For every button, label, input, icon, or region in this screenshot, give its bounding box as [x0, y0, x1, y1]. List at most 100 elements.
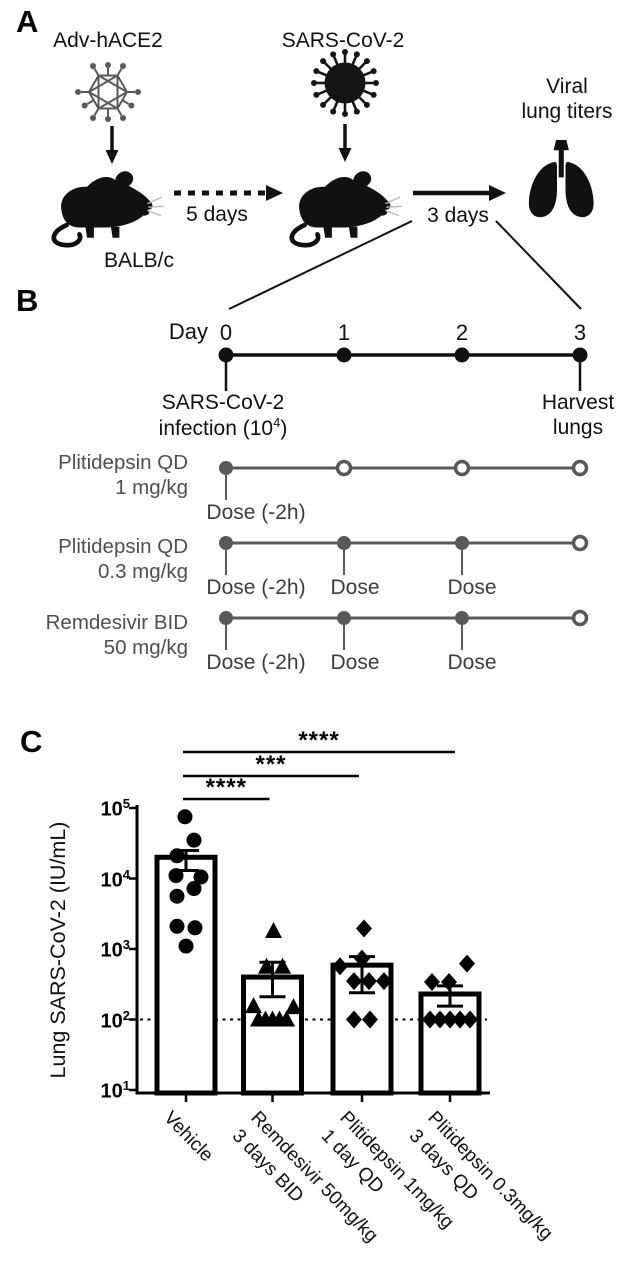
day-number-1: 1 — [337, 320, 351, 345]
dose-label: Dose (-2h) — [206, 651, 306, 674]
spike-tip — [313, 91, 320, 98]
data-point-diamond — [356, 919, 372, 938]
y-tick-exponent: 5 — [122, 796, 130, 811]
spike-tip — [370, 68, 377, 75]
fiber-knob — [135, 89, 141, 95]
significance-stars: **** — [298, 727, 340, 754]
row-label-plitidepsin-03mg-line1: Plitidepsin QD — [58, 535, 188, 558]
spike — [332, 100, 339, 110]
day-axis-label: Day — [168, 319, 208, 344]
y-tick-exponent: 3 — [122, 937, 130, 952]
y-axis-title: Lung SARS-CoV-2 (IU/mL) — [45, 821, 70, 1079]
day-number-2: 2 — [455, 320, 469, 345]
y-tick-exponent: 2 — [122, 1007, 130, 1023]
dashed-arrow-5-days-icon — [174, 185, 283, 201]
infection-label-line2: infection (104) — [158, 415, 288, 440]
dosing-timeline-graphics — [218, 347, 589, 650]
data-point-diamond — [346, 972, 362, 991]
spike — [323, 96, 332, 105]
adv-hace2-label: Adv-hACE2 — [53, 29, 163, 52]
harvest-label-line1: Harvest — [541, 391, 615, 414]
spike-tip — [353, 108, 360, 115]
fiber — [116, 68, 123, 77]
significance-stars: *** — [255, 751, 287, 778]
data-point-triangle — [274, 957, 291, 974]
harvest-label-line2: lungs — [552, 416, 604, 439]
data-point-diamond — [432, 1010, 448, 1029]
dose-marker-open — [571, 459, 589, 477]
data-point-diamond — [354, 949, 370, 968]
spike-tip — [342, 111, 348, 117]
data-point-diamond — [462, 1010, 478, 1029]
dose-label: Dose — [447, 651, 497, 674]
data-point-diamond — [442, 1010, 458, 1029]
data-point-diamond — [441, 973, 457, 992]
day-number-0: 0 — [219, 320, 233, 345]
spike — [318, 70, 328, 77]
mouse-icon — [54, 171, 164, 245]
data-point-circle — [178, 938, 194, 954]
data-point-triangle — [258, 957, 275, 974]
y-tick-label: 105 — [101, 796, 130, 822]
panel-b-label: B — [16, 283, 39, 318]
data-point-triangle — [265, 922, 282, 939]
spike-tip — [342, 49, 348, 55]
spike — [332, 56, 339, 66]
infection-label-line1: SARS-CoV-2 — [161, 391, 285, 414]
solid-arrow-3-days-icon — [413, 185, 506, 201]
adenovirus-icon — [75, 62, 141, 122]
arrow-down-virus-to-mouse-icon — [338, 124, 352, 162]
y-tick-base: 10 — [100, 1010, 123, 1033]
data-point-circle — [187, 920, 203, 936]
row-label-plitidepsin-1mg-line1: Plitidepsin QD — [58, 451, 188, 474]
balb-c-label: BALB/c — [103, 249, 175, 272]
fiber — [86, 99, 95, 105]
data-point-diamond — [452, 1010, 468, 1029]
row-label-plitidepsin-1mg-line2: 1 mg/kg — [115, 476, 188, 499]
sars-cov-2-virus-icon — [311, 49, 379, 117]
fiber-knob — [120, 63, 126, 70]
fiber-knob — [90, 114, 96, 121]
bar-0 — [154, 854, 218, 1096]
y-tick-label: 102 — [101, 1008, 130, 1034]
spike — [362, 89, 372, 96]
fiber — [93, 107, 100, 116]
fiber-knob — [105, 116, 111, 122]
dose-marker-open — [453, 459, 471, 477]
spike — [358, 61, 367, 70]
spike-tip — [330, 108, 337, 115]
data-point-diamond — [362, 1010, 378, 1029]
dose-label: Dose (-2h) — [206, 501, 306, 524]
data-point-circle — [169, 848, 185, 864]
bar-chart-graphics — [129, 750, 490, 1102]
y-tick-base: 10 — [100, 1080, 123, 1103]
y-tick-label: 101 — [101, 1078, 130, 1104]
data-point-circle — [193, 869, 209, 885]
interval-5-days-label: 5 days — [186, 203, 248, 226]
data-point-diamond — [424, 973, 440, 992]
panel-c-label: C — [20, 724, 43, 759]
fiber — [121, 99, 130, 105]
fiber-knob — [75, 89, 81, 95]
fiber-knob — [120, 114, 126, 121]
y-tick-label: 104 — [101, 867, 130, 893]
data-point-diamond — [422, 1010, 438, 1029]
data-point-circle — [169, 888, 185, 904]
dose-marker-open — [335, 459, 353, 477]
data-point-triangle — [278, 1010, 295, 1027]
spike-tip — [320, 101, 327, 108]
spike-tip — [363, 58, 370, 65]
dose-marker-open — [571, 534, 589, 552]
spike — [351, 100, 358, 110]
dose-label: Dose — [330, 576, 380, 599]
data-point-circle — [186, 832, 202, 848]
y-tick-exponent: 1 — [122, 1078, 130, 1093]
y-tick-base: 10 — [100, 869, 123, 892]
sars-cov-2-label: SARS-CoV-2 — [281, 29, 405, 52]
fiber-knob — [105, 62, 111, 68]
data-point-triangle — [285, 998, 302, 1015]
fiber — [116, 107, 123, 116]
bar-3 — [418, 991, 482, 1096]
data-point-circle — [168, 868, 184, 884]
spike-tip — [330, 51, 337, 58]
